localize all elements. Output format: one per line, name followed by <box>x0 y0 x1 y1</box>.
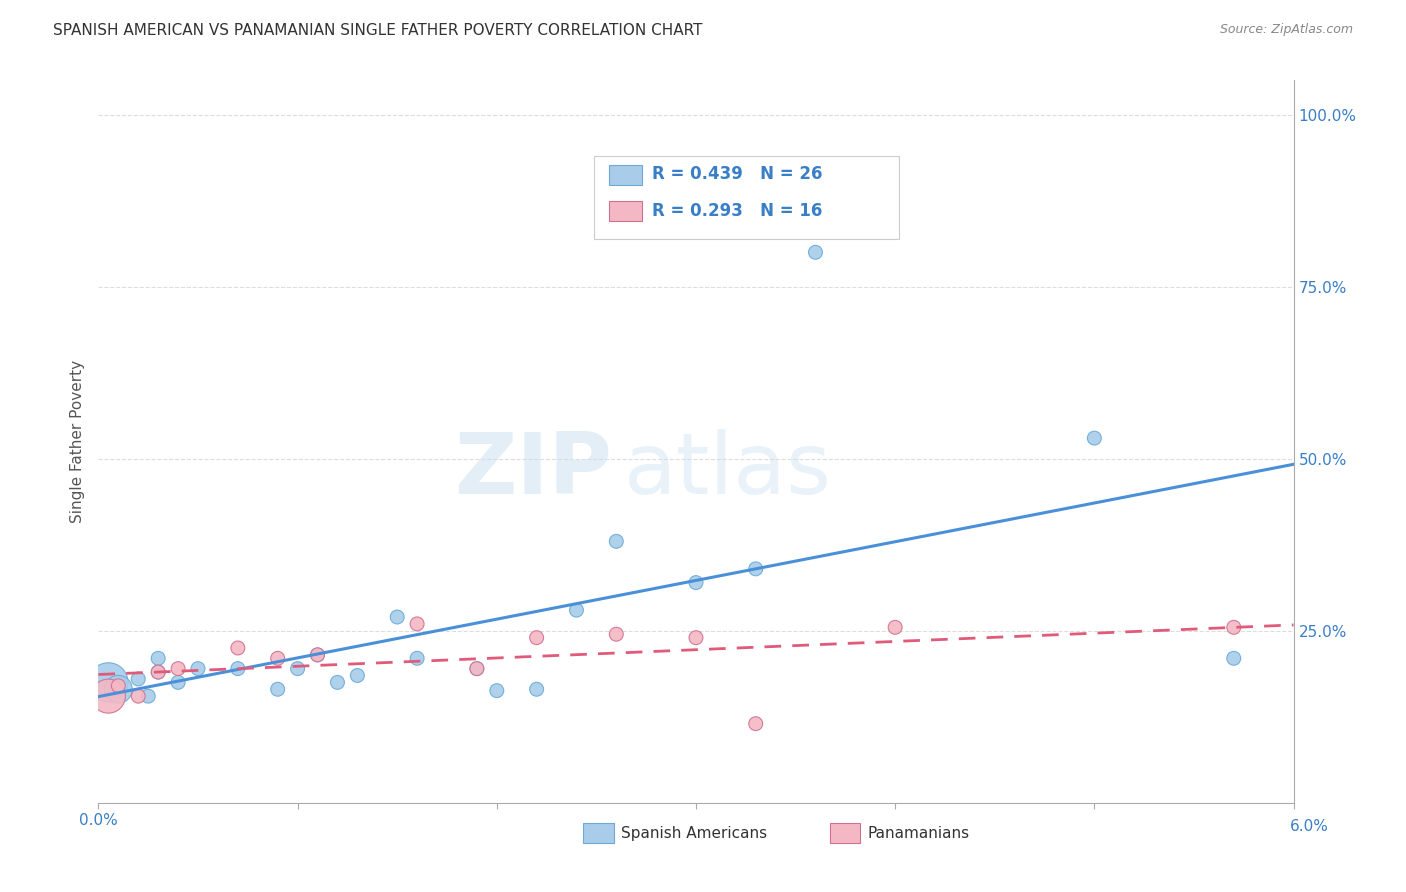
Point <box>485 683 508 698</box>
Point <box>226 640 249 655</box>
Text: Source: ZipAtlas.com: Source: ZipAtlas.com <box>1219 23 1353 37</box>
Point <box>884 620 907 634</box>
Text: 6.0%: 6.0% <box>1289 820 1329 834</box>
Point <box>1223 651 1246 665</box>
Point <box>127 672 149 686</box>
Point <box>406 616 429 631</box>
Point <box>267 651 290 665</box>
Point <box>385 610 409 624</box>
Text: ZIP: ZIP <box>454 429 613 512</box>
Point <box>267 682 290 697</box>
Point <box>685 575 707 590</box>
Point <box>97 675 120 690</box>
Point <box>346 668 368 682</box>
Point <box>107 682 129 697</box>
Point <box>148 665 170 679</box>
Text: SPANISH AMERICAN VS PANAMANIAN SINGLE FATHER POVERTY CORRELATION CHART: SPANISH AMERICAN VS PANAMANIAN SINGLE FA… <box>53 23 703 38</box>
Point <box>685 631 707 645</box>
Point <box>1223 620 1246 634</box>
Text: R = 0.439   N = 26: R = 0.439 N = 26 <box>652 165 823 183</box>
Point <box>167 662 190 676</box>
Point <box>745 562 768 576</box>
Text: R = 0.293   N = 16: R = 0.293 N = 16 <box>652 202 823 220</box>
Point <box>565 603 588 617</box>
Bar <box>609 201 643 221</box>
Point <box>97 689 120 703</box>
Point <box>605 627 627 641</box>
Point <box>307 648 329 662</box>
Point <box>136 689 159 703</box>
Point <box>167 675 190 690</box>
Y-axis label: Single Father Poverty: Single Father Poverty <box>69 360 84 523</box>
Point <box>526 682 548 697</box>
Point <box>187 662 209 676</box>
Point <box>804 245 827 260</box>
Point <box>287 662 309 676</box>
Point <box>745 716 768 731</box>
Point <box>226 662 249 676</box>
Point <box>465 662 488 676</box>
Point <box>148 651 170 665</box>
Point <box>127 689 149 703</box>
FancyBboxPatch shape <box>595 156 900 239</box>
Point <box>148 665 170 679</box>
Point <box>326 675 349 690</box>
Point <box>526 631 548 645</box>
Text: atlas: atlas <box>624 429 832 512</box>
Point <box>465 662 488 676</box>
Bar <box>609 165 643 185</box>
Point <box>307 648 329 662</box>
Point <box>406 651 429 665</box>
Text: Spanish Americans: Spanish Americans <box>621 826 768 840</box>
Point <box>107 679 129 693</box>
Text: Panamanians: Panamanians <box>868 826 970 840</box>
Point <box>1083 431 1105 445</box>
Point <box>605 534 627 549</box>
